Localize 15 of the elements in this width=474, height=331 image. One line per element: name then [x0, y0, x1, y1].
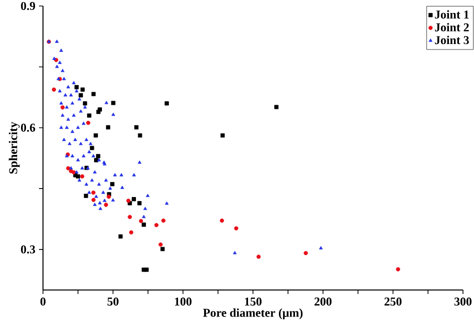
x-tick-label: 0	[40, 298, 46, 306]
legend-label: Joint 3	[434, 36, 469, 44]
x-tick-label: 50	[108, 298, 119, 306]
x-axis-title: Pore diameter (μm)	[203, 308, 303, 320]
x-tick-label: 300	[454, 298, 472, 306]
x-tick-label: 150	[244, 298, 262, 306]
y-axis-title: Sphericity	[8, 122, 20, 174]
legend-label: Joint 1	[434, 10, 469, 19]
y-tick-label: 0.9	[21, 2, 36, 10]
x-tick-label: 100	[174, 298, 192, 306]
x-tick-label: 250	[384, 298, 402, 306]
x-tick-label: 200	[314, 298, 332, 306]
y-tick-label: 0.3	[21, 245, 36, 254]
y-tick-label: 0.6	[21, 124, 36, 132]
legend-label: Joint 2	[434, 22, 469, 32]
